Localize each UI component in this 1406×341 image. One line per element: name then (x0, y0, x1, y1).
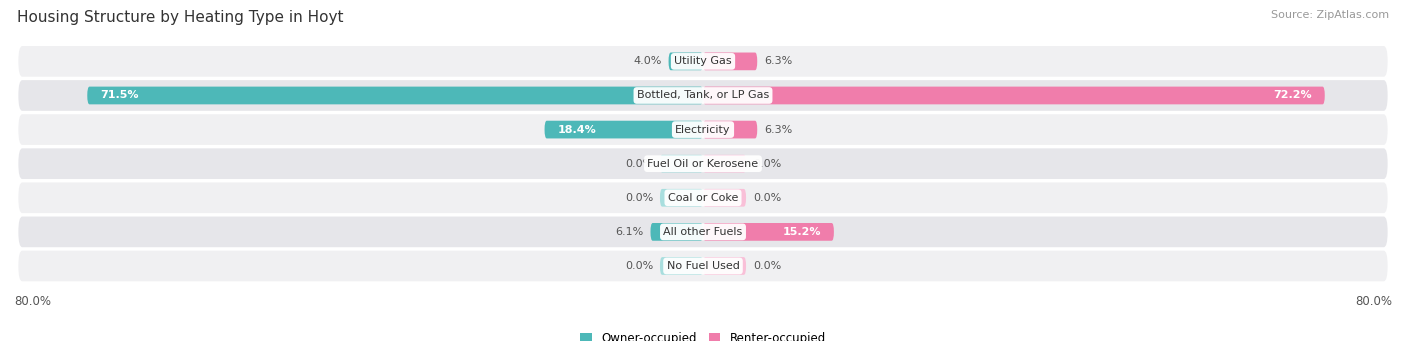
Text: Bottled, Tank, or LP Gas: Bottled, Tank, or LP Gas (637, 90, 769, 101)
Text: 18.4%: 18.4% (557, 124, 596, 135)
Text: 0.0%: 0.0% (624, 193, 652, 203)
FancyBboxPatch shape (703, 53, 758, 70)
Text: 6.1%: 6.1% (616, 227, 644, 237)
FancyBboxPatch shape (703, 189, 747, 207)
FancyBboxPatch shape (18, 148, 1388, 179)
Text: Utility Gas: Utility Gas (675, 56, 731, 66)
Text: 0.0%: 0.0% (754, 193, 782, 203)
FancyBboxPatch shape (659, 257, 703, 275)
FancyBboxPatch shape (669, 53, 703, 70)
Text: Fuel Oil or Kerosene: Fuel Oil or Kerosene (647, 159, 759, 169)
Text: Coal or Coke: Coal or Coke (668, 193, 738, 203)
Text: 6.3%: 6.3% (763, 56, 793, 66)
Text: Housing Structure by Heating Type in Hoyt: Housing Structure by Heating Type in Hoy… (17, 10, 343, 25)
FancyBboxPatch shape (18, 217, 1388, 247)
FancyBboxPatch shape (703, 223, 834, 241)
FancyBboxPatch shape (703, 87, 1324, 104)
FancyBboxPatch shape (87, 87, 703, 104)
Text: 72.2%: 72.2% (1274, 90, 1312, 101)
FancyBboxPatch shape (18, 46, 1388, 77)
Text: 80.0%: 80.0% (14, 295, 51, 308)
Text: Source: ZipAtlas.com: Source: ZipAtlas.com (1271, 10, 1389, 20)
Text: 15.2%: 15.2% (783, 227, 821, 237)
FancyBboxPatch shape (703, 155, 747, 173)
FancyBboxPatch shape (659, 155, 703, 173)
Text: 80.0%: 80.0% (1355, 295, 1392, 308)
FancyBboxPatch shape (703, 257, 747, 275)
FancyBboxPatch shape (544, 121, 703, 138)
FancyBboxPatch shape (18, 182, 1388, 213)
Text: 6.3%: 6.3% (763, 124, 793, 135)
FancyBboxPatch shape (18, 80, 1388, 111)
Text: No Fuel Used: No Fuel Used (666, 261, 740, 271)
Text: 71.5%: 71.5% (100, 90, 139, 101)
FancyBboxPatch shape (18, 114, 1388, 145)
Text: 0.0%: 0.0% (624, 159, 652, 169)
Text: Electricity: Electricity (675, 124, 731, 135)
FancyBboxPatch shape (703, 121, 758, 138)
FancyBboxPatch shape (18, 251, 1388, 281)
Text: 0.0%: 0.0% (624, 261, 652, 271)
Text: 4.0%: 4.0% (633, 56, 662, 66)
Text: 0.0%: 0.0% (754, 261, 782, 271)
Legend: Owner-occupied, Renter-occupied: Owner-occupied, Renter-occupied (575, 327, 831, 341)
FancyBboxPatch shape (659, 189, 703, 207)
Text: All other Fuels: All other Fuels (664, 227, 742, 237)
Text: 0.0%: 0.0% (754, 159, 782, 169)
FancyBboxPatch shape (651, 223, 703, 241)
